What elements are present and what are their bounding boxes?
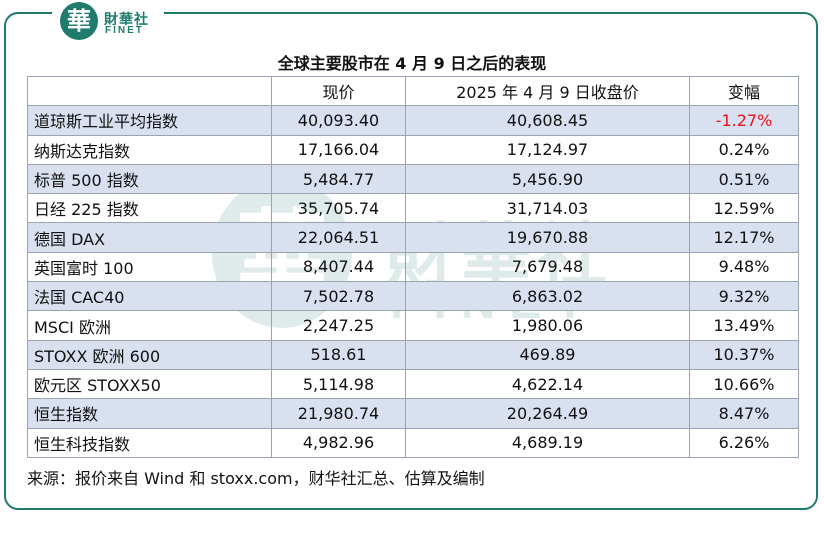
- current-price-cell: 40,093.40: [271, 105, 406, 136]
- table-header-row: 现价 2025 年 4 月 9 日收盘价 变幅: [27, 75, 799, 107]
- change-cell: 6.26%: [689, 427, 799, 458]
- index-name-cell: 德国 DAX: [27, 222, 272, 253]
- index-name-cell: 日经 225 指数: [27, 193, 272, 224]
- change-cell: 0.51%: [689, 163, 799, 195]
- index-name-cell: 英国富时 100: [27, 251, 272, 283]
- header-close: 2025 年 4 月 9 日收盘价: [405, 75, 690, 107]
- index-name-cell: 恒生指数: [27, 398, 272, 429]
- close-price-cell: 7,679.48: [405, 251, 690, 283]
- current-price-cell: 518.61: [271, 339, 406, 370]
- index-name-cell: STOXX 欧洲 600: [27, 339, 272, 370]
- close-price-cell: 6,863.02: [405, 281, 690, 312]
- change-cell: 9.48%: [689, 251, 799, 283]
- current-price-cell: 5,114.98: [271, 368, 406, 400]
- table-title: 全球主要股市在 4 月 9 日之后的表现: [277, 54, 547, 73]
- table-row: 标普 500 指数 5,484.77 5,456.90 0.51%: [27, 163, 799, 195]
- header-name: [27, 75, 272, 107]
- table-row: 恒生科技指数 4,982.96 4,689.19 6.26%: [27, 427, 799, 458]
- table-row: 法国 CAC40 7,502.78 6,863.02 9.32%: [27, 281, 799, 312]
- change-cell: 13.49%: [689, 310, 799, 341]
- logo-en-text: FINET: [105, 25, 144, 36]
- index-performance-table: 现价 2025 年 4 月 9 日收盘价 变幅 道琼斯工业平均指数 40,093.…: [27, 75, 799, 458]
- change-cell: 10.37%: [689, 339, 799, 370]
- close-price-cell: 1,980.06: [405, 310, 690, 341]
- current-price-cell: 8,407.44: [271, 251, 406, 283]
- header-change: 变幅: [689, 75, 799, 107]
- current-price-cell: 4,982.96: [271, 427, 406, 458]
- change-cell: 9.32%: [689, 281, 799, 312]
- close-price-cell: 20,264.49: [405, 398, 690, 429]
- index-name-cell: 道琼斯工业平均指数: [27, 105, 272, 136]
- logo-seal-icon: 華: [60, 2, 98, 40]
- logo-cn-text: 財華社: [104, 12, 149, 28]
- close-price-cell: 40,608.45: [405, 105, 690, 136]
- table-row: 欧元区 STOXX50 5,114.98 4,622.14 10.66%: [27, 368, 799, 400]
- table-row: MSCI 欧洲 2,247.25 1,980.06 13.49%: [27, 310, 799, 341]
- header-current: 现价: [271, 75, 406, 107]
- change-cell: 0.24%: [689, 134, 799, 165]
- close-price-cell: 469.89: [405, 339, 690, 370]
- current-price-cell: 22,064.51: [271, 222, 406, 253]
- change-cell: 12.17%: [689, 222, 799, 253]
- current-price-cell: 21,980.74: [271, 398, 406, 429]
- current-price-cell: 2,247.25: [271, 310, 406, 341]
- current-price-cell: 35,705.74: [271, 193, 406, 224]
- change-cell: 10.66%: [689, 368, 799, 400]
- index-name-cell: 纳斯达克指数: [27, 134, 272, 165]
- table-row: 纳斯达克指数 17,166.04 17,124.97 0.24%: [27, 134, 799, 165]
- table-row: 恒生指数 21,980.74 20,264.49 8.47%: [27, 398, 799, 429]
- index-name-cell: 法国 CAC40: [27, 281, 272, 312]
- current-price-cell: 7,502.78: [271, 281, 406, 312]
- close-price-cell: 19,670.88: [405, 222, 690, 253]
- change-cell: -1.27%: [689, 105, 799, 136]
- table-row: 德国 DAX 22,064.51 19,670.88 12.17%: [27, 222, 799, 253]
- table-row: 道琼斯工业平均指数 40,093.40 40,608.45 -1.27%: [27, 105, 799, 136]
- close-price-cell: 17,124.97: [405, 134, 690, 165]
- close-price-cell: 5,456.90: [405, 163, 690, 195]
- card-frame: [4, 12, 818, 510]
- index-name-cell: MSCI 欧洲: [27, 310, 272, 341]
- change-cell: 8.47%: [689, 398, 799, 429]
- change-cell: 12.59%: [689, 193, 799, 224]
- table-row: STOXX 欧洲 600 518.61 469.89 10.37%: [27, 339, 799, 370]
- close-price-cell: 4,622.14: [405, 368, 690, 400]
- table-row: 英国富时 100 8,407.44 7,679.48 9.48%: [27, 251, 799, 283]
- index-name-cell: 标普 500 指数: [27, 163, 272, 195]
- close-price-cell: 4,689.19: [405, 427, 690, 458]
- close-price-cell: 31,714.03: [405, 193, 690, 224]
- current-price-cell: 5,484.77: [271, 163, 406, 195]
- table-row: 日经 225 指数 35,705.74 31,714.03 12.59%: [27, 193, 799, 224]
- source-note: 来源：报价来自 Wind 和 stoxx.com，财华社汇总、估算及编制: [27, 469, 485, 488]
- current-price-cell: 17,166.04: [271, 134, 406, 165]
- index-name-cell: 恒生科技指数: [27, 427, 272, 458]
- finet-logo: 華 財華社 FINET: [52, 0, 164, 44]
- index-name-cell: 欧元区 STOXX50: [27, 368, 272, 400]
